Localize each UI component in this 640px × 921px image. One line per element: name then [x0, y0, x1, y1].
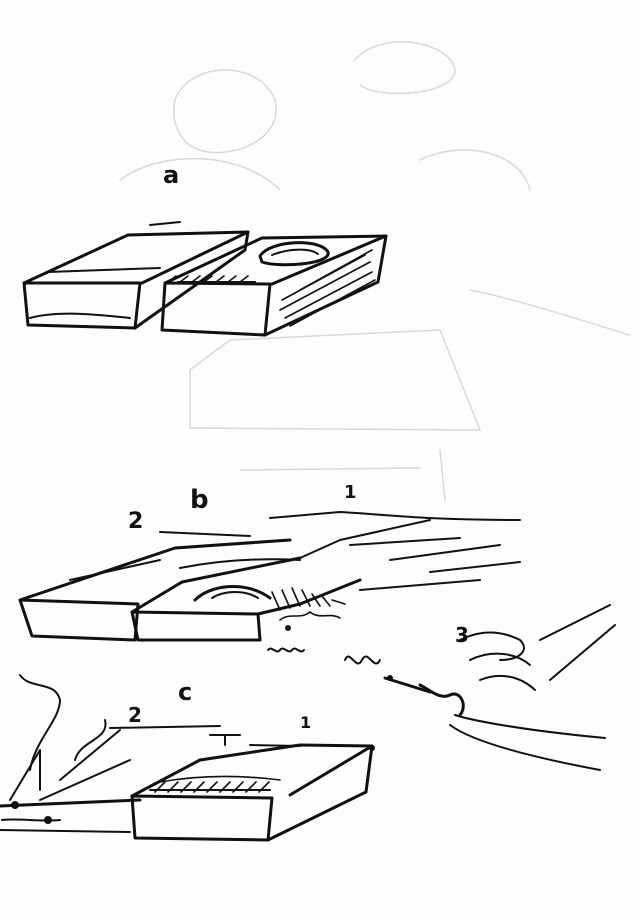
- panel-a-left-block: [22, 221, 250, 330]
- panel-c-right-block: [130, 743, 375, 842]
- panel-b-part-label-1: 1: [344, 482, 357, 503]
- panel-c: c 2 1: [0, 674, 375, 842]
- panel-a-label: a: [163, 161, 179, 189]
- panel-c-part-label-2: 2: [128, 703, 142, 727]
- panel-b: b 2 1 3: [18, 482, 616, 771]
- panel-c-label: c: [178, 678, 192, 706]
- panel-b-part-label-3: 3: [455, 623, 469, 647]
- panel-b-torch-hand: [383, 604, 616, 771]
- panel-a-right-block: [160, 234, 388, 337]
- bleed-through-marks: [119, 41, 631, 501]
- panel-c-leader-2: [109, 725, 221, 729]
- panel-b-right-block: [130, 511, 521, 653]
- panel-b-left-block: [18, 538, 292, 642]
- panel-a: a: [22, 161, 388, 337]
- panel-b-leader-2: [159, 531, 251, 537]
- panel-b-arc-squiggle: [344, 655, 381, 665]
- panel-c-part-label-1: 1: [300, 713, 311, 732]
- panel-c-left-block: [0, 674, 142, 833]
- panel-b-label: b: [190, 485, 209, 515]
- panel-b-part-label-2: 2: [128, 509, 143, 534]
